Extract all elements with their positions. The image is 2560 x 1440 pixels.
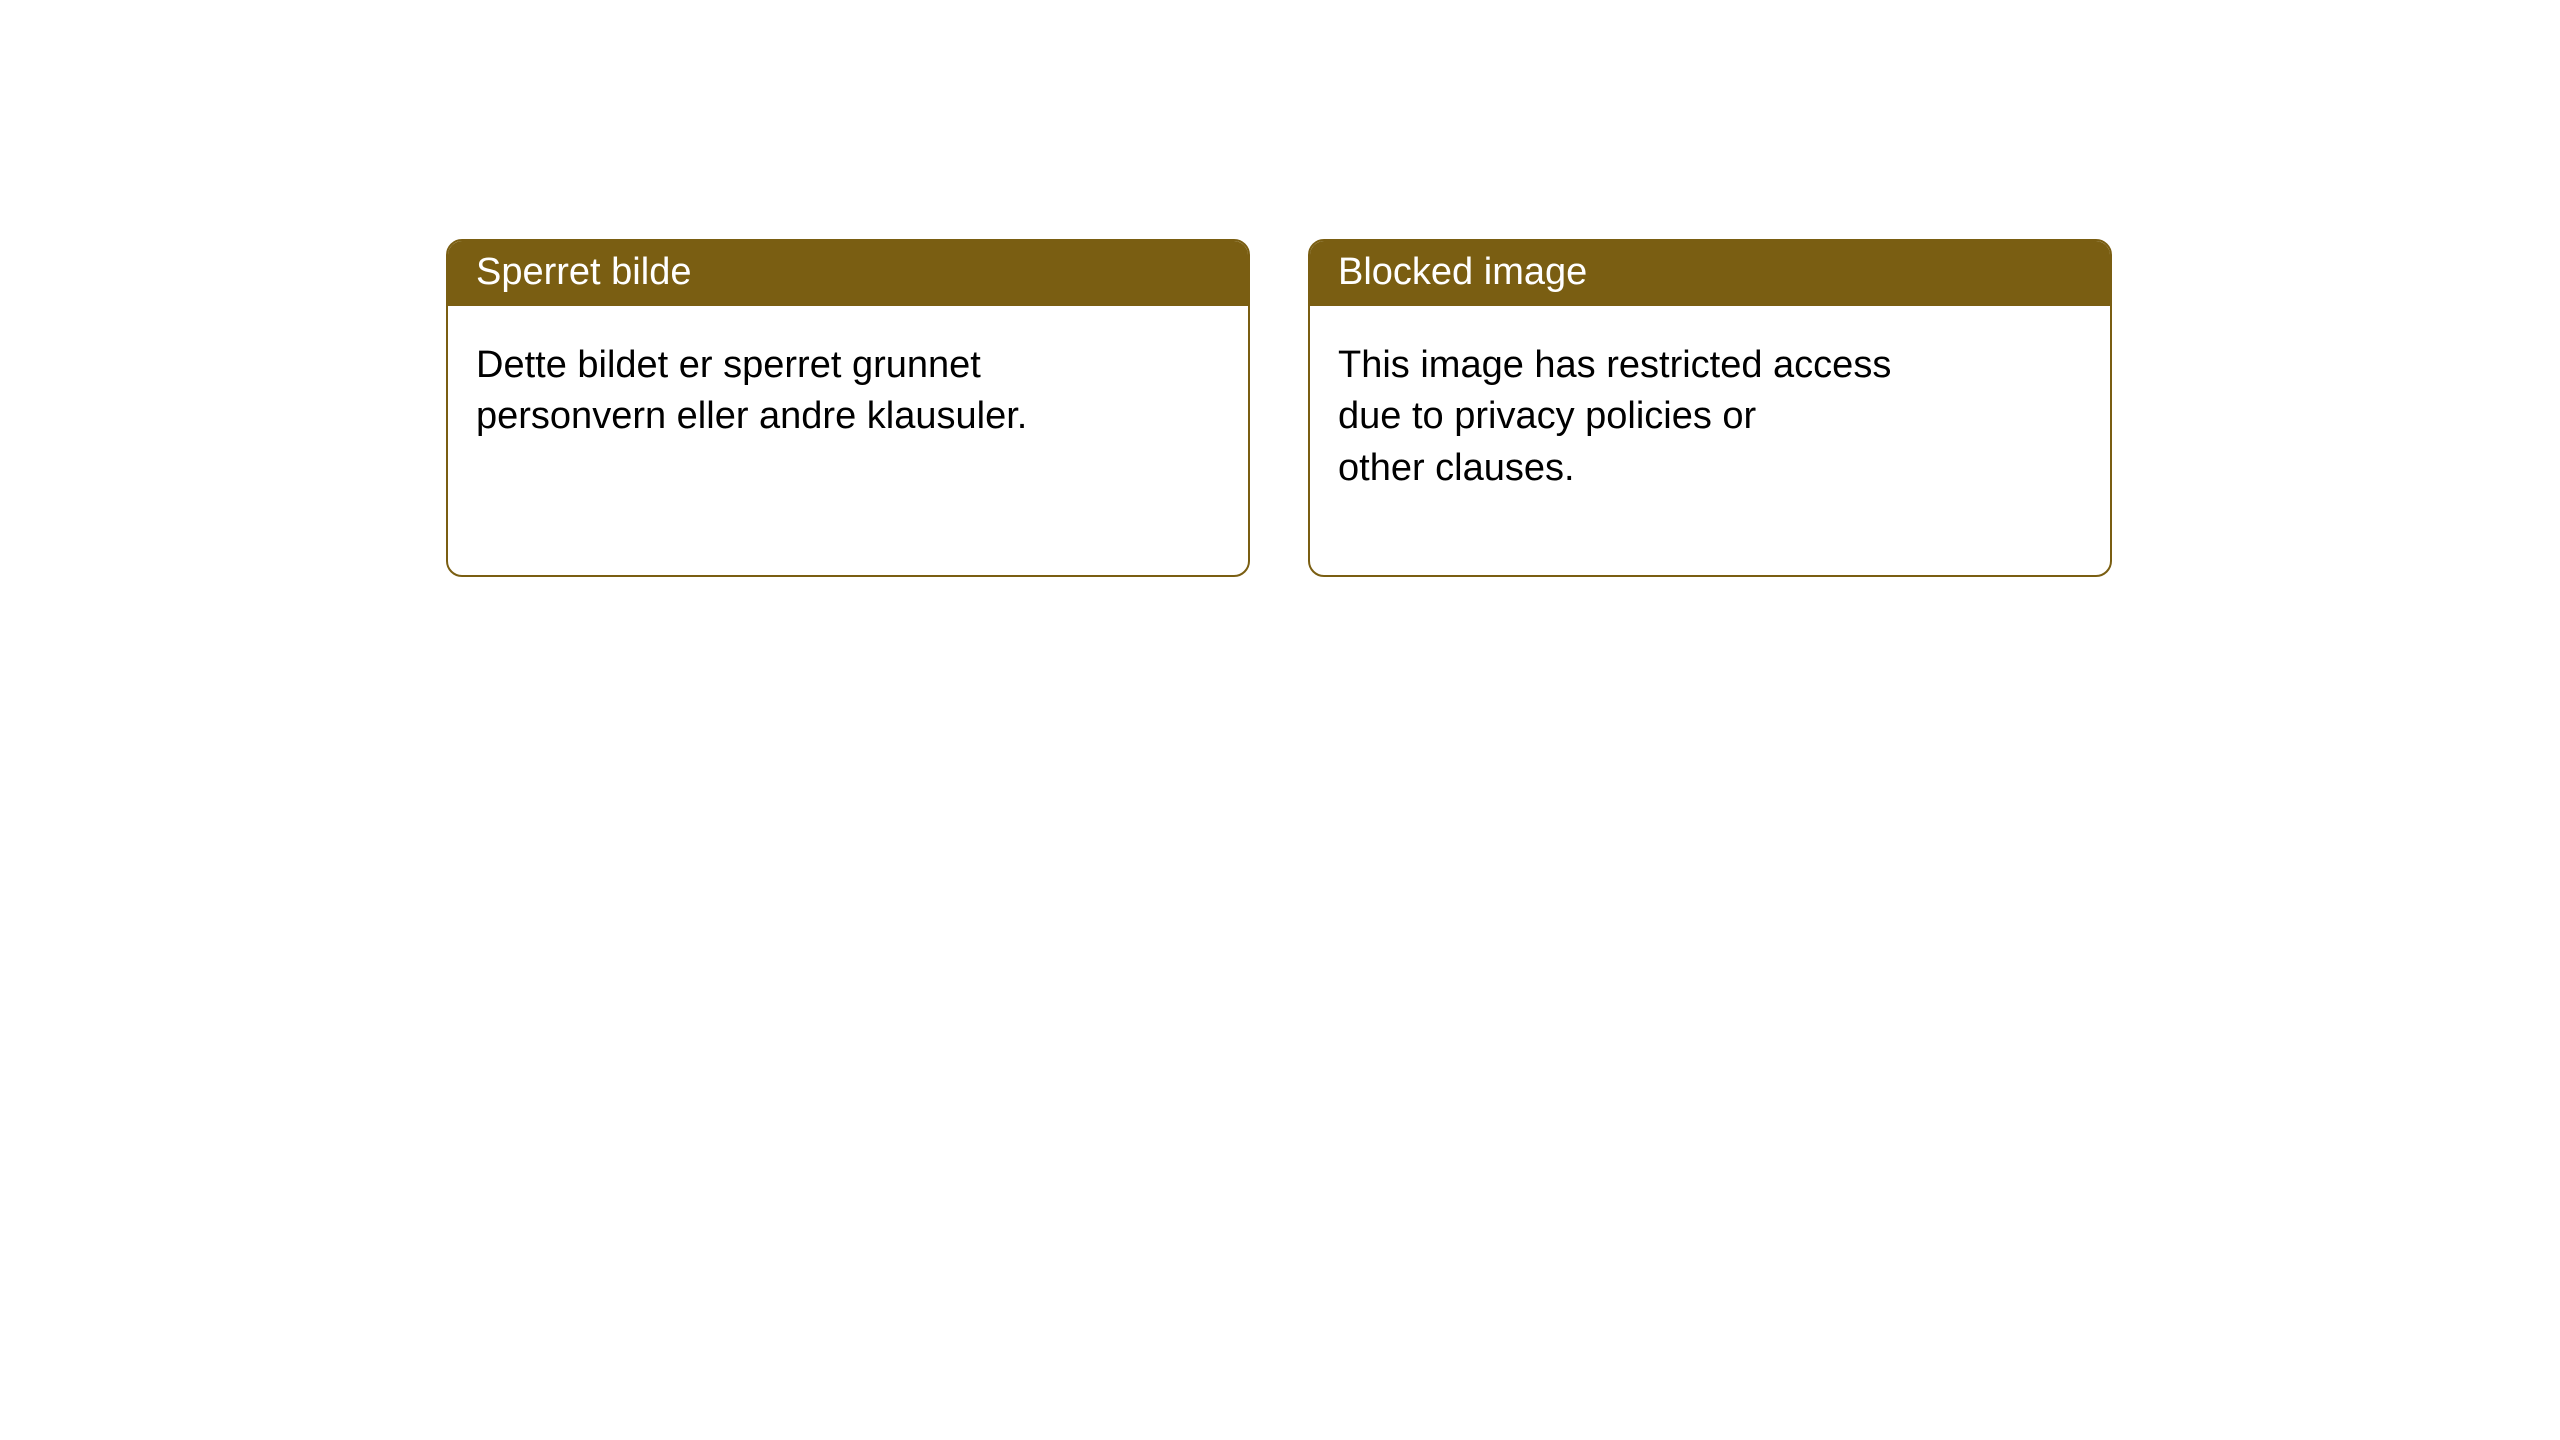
card-body: Dette bildet er sperret grunnet personve…: [448, 306, 1248, 477]
blocked-image-card-en: Blocked image This image has restricted …: [1308, 239, 2112, 577]
blocked-image-card-no: Sperret bilde Dette bildet er sperret gr…: [446, 239, 1250, 577]
card-header: Blocked image: [1310, 241, 2110, 306]
card-header: Sperret bilde: [448, 241, 1248, 306]
notice-container: Sperret bilde Dette bildet er sperret gr…: [0, 0, 2560, 577]
card-body: This image has restricted access due to …: [1310, 306, 2110, 528]
